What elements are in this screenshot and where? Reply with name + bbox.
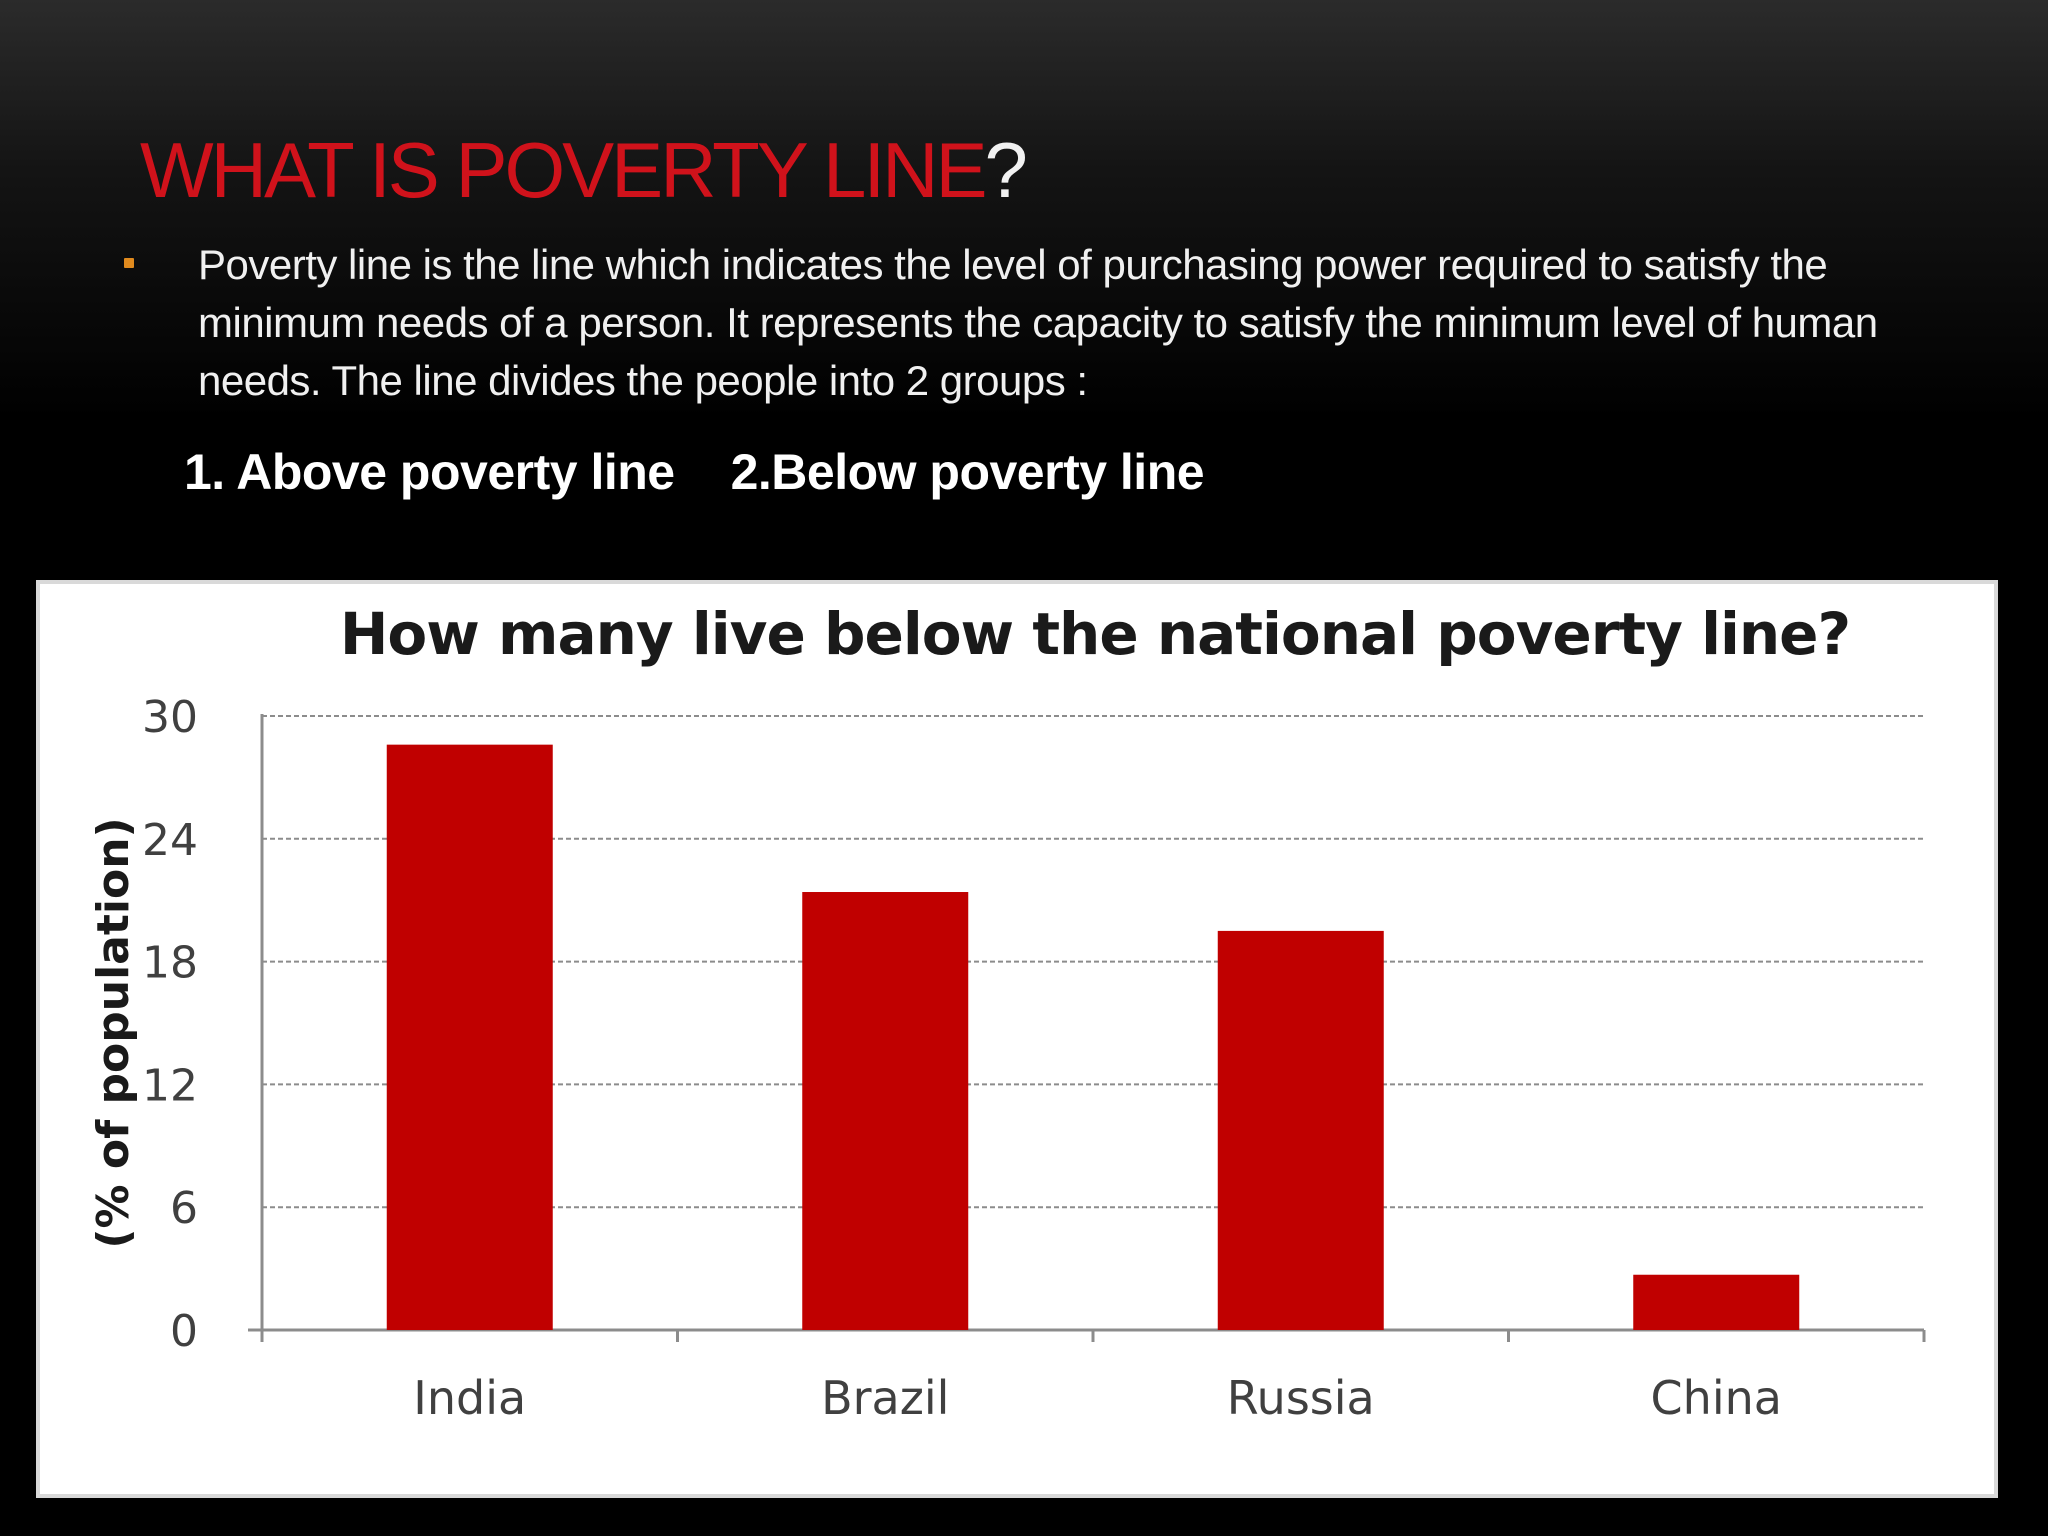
- bar-india: [386, 744, 553, 1330]
- bar-chart: How many live below the national poverty…: [88, 600, 1926, 1425]
- x-tick-label: India: [413, 1371, 526, 1425]
- slide-title-question-mark: ?: [984, 126, 1027, 214]
- bar-china: [1633, 1274, 1800, 1330]
- x-tick-label: China: [1651, 1371, 1782, 1425]
- group-above-label: 1. Above poverty line: [184, 444, 675, 500]
- bullet-text: Poverty line is the line which indicates…: [198, 241, 1878, 404]
- bar-russia: [1217, 930, 1384, 1330]
- slide-title: WHAT IS POVERTY LINE?: [140, 122, 1028, 218]
- group-below-label: 2.Below poverty line: [730, 444, 1205, 500]
- x-tick-label: Russia: [1227, 1371, 1375, 1425]
- groups-line: 1. Above poverty line 2.Below poverty lin…: [184, 442, 1205, 502]
- y-tick-label: 18: [142, 938, 198, 989]
- bullet-icon: [124, 258, 134, 268]
- y-tick-label: 24: [142, 815, 198, 866]
- x-tick-label: Brazil: [821, 1371, 949, 1425]
- chart-title: How many live below the national poverty…: [340, 600, 1850, 668]
- y-tick-label: 30: [142, 692, 198, 743]
- y-tick-label: 6: [170, 1183, 198, 1234]
- slide-title-main: WHAT IS POVERTY LINE: [140, 126, 987, 214]
- chart-frame: How many live below the national poverty…: [36, 580, 1998, 1498]
- y-tick-label: 12: [142, 1060, 198, 1111]
- bar-brazil: [802, 892, 969, 1330]
- y-tick-label: 0: [170, 1306, 198, 1357]
- y-axis-label: (% of population): [88, 817, 139, 1248]
